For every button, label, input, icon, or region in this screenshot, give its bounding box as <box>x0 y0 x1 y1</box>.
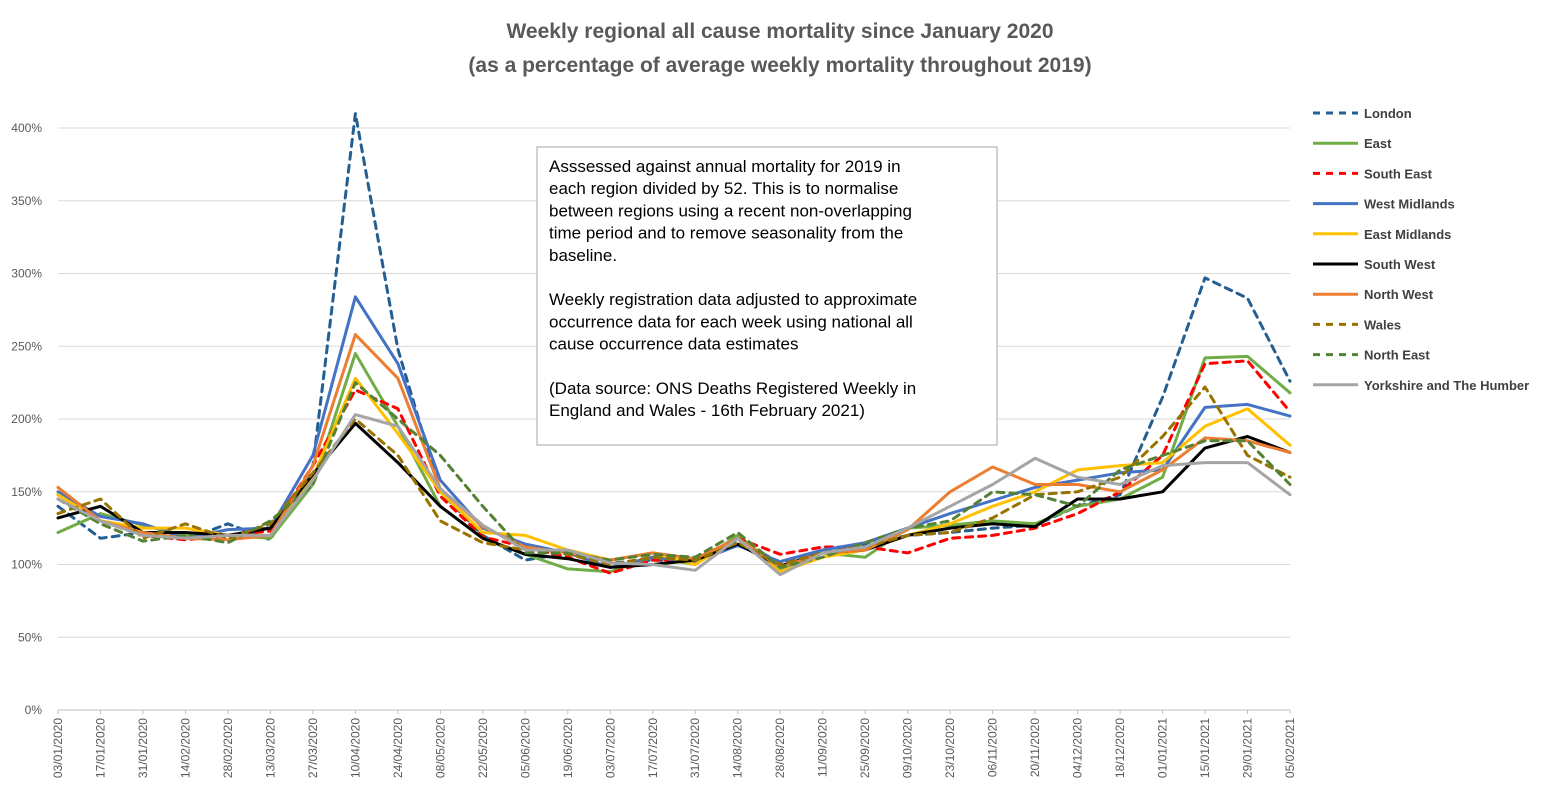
x-tick-label: 28/02/2020 <box>221 718 235 778</box>
x-tick-label: 14/08/2020 <box>731 718 745 778</box>
x-tick-label: 11/09/2020 <box>816 718 830 777</box>
chart-title: Weekly regional all cause mortality sinc… <box>506 20 1053 43</box>
x-tick-label: 31/07/2020 <box>688 718 702 778</box>
annotation-line: England and Wales - 16th February 2021) <box>549 401 865 420</box>
x-tick-label: 25/09/2020 <box>858 718 872 778</box>
x-tick-label: 19/06/2020 <box>561 718 575 778</box>
legend-label: South East <box>1364 166 1433 181</box>
x-tick-label: 06/11/2020 <box>986 718 1000 777</box>
y-tick-label: 300% <box>11 267 42 281</box>
annotation-line: (Data source: ONS Deaths Registered Week… <box>549 379 916 398</box>
annotation-line: occurrence data for each week using nati… <box>549 312 913 331</box>
annotation-box-border <box>536 146 998 446</box>
annotation-line: between regions using a recent non-overl… <box>549 201 912 220</box>
legend-label: Yorkshire and The Humber <box>1364 378 1529 393</box>
annotation-line: Asssessed against annual mortality for 2… <box>549 157 901 176</box>
series-line <box>56 413 1292 577</box>
x-tick-label: 29/01/2021 <box>1241 718 1255 778</box>
legend-label: East Midlands <box>1364 227 1451 242</box>
series-line <box>56 381 1292 569</box>
x-tick-label: 10/04/2020 <box>348 718 362 778</box>
series-line <box>56 385 1292 566</box>
legend: London East South East West Midlands East Mi… <box>1313 106 1529 393</box>
x-tick-label: 09/10/2020 <box>901 718 915 778</box>
x-tick-label: 23/10/2020 <box>943 718 957 778</box>
legend-label: East <box>1364 136 1392 151</box>
annotation-line: time period and to remove seasonality fr… <box>549 224 903 243</box>
y-tick-label: 100% <box>11 558 42 572</box>
legend-label: London <box>1364 106 1412 121</box>
annotation-box: Asssessed against annual mortality for 2… <box>536 146 998 446</box>
legend-label: North East <box>1364 348 1430 363</box>
x-tick-label: 03/01/2020 <box>51 718 65 778</box>
x-tick-label: 17/01/2020 <box>93 718 107 778</box>
x-tick-label: 24/04/2020 <box>391 718 405 778</box>
x-tick-label: 05/06/2020 <box>518 718 532 778</box>
x-tick-label: 04/12/2020 <box>1071 718 1085 778</box>
chart-subtitle: (as a percentage of average weekly morta… <box>468 54 1091 77</box>
x-tick-label: 08/05/2020 <box>433 718 447 778</box>
y-tick-label: 400% <box>11 121 42 135</box>
x-tick-label: 28/08/2020 <box>773 718 787 778</box>
annotation-line: baseline. <box>549 246 617 265</box>
y-tick-label: 250% <box>11 339 42 353</box>
x-tick-label: 17/07/2020 <box>646 718 660 778</box>
y-tick-label: 350% <box>11 194 42 208</box>
x-tick-label: 31/01/2020 <box>136 718 150 778</box>
x-axis-ticks: 03/01/2020 17/01/2020 31/01/2020 14/02/2020… <box>51 710 1297 778</box>
legend-label: North West <box>1364 287 1434 302</box>
y-tick-label: 150% <box>11 485 42 499</box>
annotation-line: Weekly registration data adjusted to app… <box>549 290 917 309</box>
x-tick-label: 15/01/2021 <box>1198 718 1212 778</box>
x-tick-label: 03/07/2020 <box>603 718 617 778</box>
x-tick-label: 05/02/2021 <box>1283 718 1297 778</box>
annotation-line: cause occurrence data estimates <box>549 335 798 354</box>
annotation-line: each region divided by 52. This is to no… <box>549 179 898 198</box>
annotation-text: Asssessed against annual mortality for 2… <box>549 157 917 420</box>
x-tick-label: 13/03/2020 <box>263 718 277 778</box>
series-line <box>56 359 1292 575</box>
y-tick-label: 0% <box>25 703 43 717</box>
series-lines <box>56 112 1292 577</box>
legend-label: Wales <box>1364 317 1401 332</box>
x-tick-label: 18/12/2020 <box>1113 718 1127 778</box>
y-tick-label: 200% <box>11 412 42 426</box>
legend-label: West Midlands <box>1364 197 1455 212</box>
x-tick-label: 01/01/2021 <box>1156 718 1170 778</box>
y-tick-label: 50% <box>18 630 42 644</box>
x-tick-label: 27/03/2020 <box>306 718 320 778</box>
legend-label: South West <box>1364 257 1436 272</box>
x-tick-label: 20/11/2020 <box>1028 718 1042 777</box>
x-tick-label: 14/02/2020 <box>178 718 192 778</box>
x-tick-label: 22/05/2020 <box>476 718 490 778</box>
y-axis-ticks: 0% 50% 100% 150% 200% 250% 300% 350% 400% <box>11 121 42 717</box>
